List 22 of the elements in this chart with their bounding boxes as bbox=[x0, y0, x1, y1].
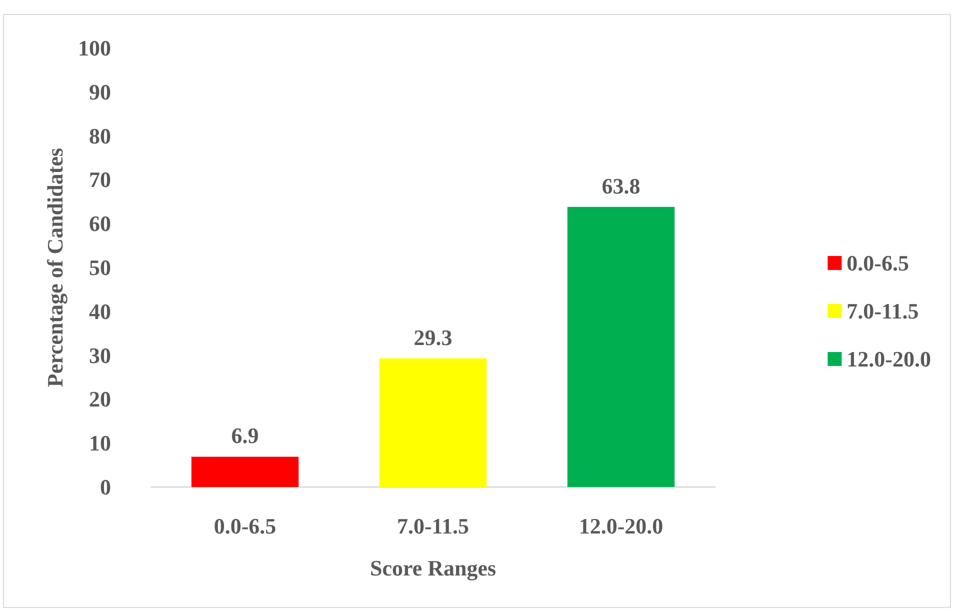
y-tick-label: 80 bbox=[89, 123, 111, 148]
x-tick-label: 12.0-20.0 bbox=[578, 514, 664, 538]
y-tick-label: 40 bbox=[89, 298, 111, 324]
legend-label: 0.0-6.5 bbox=[846, 250, 909, 276]
data-label: 63.8 bbox=[602, 173, 640, 198]
y-tick-label: 50 bbox=[89, 255, 111, 280]
y-tick-label: 100 bbox=[78, 36, 111, 60]
data-label: 6.9 bbox=[231, 423, 259, 448]
y-tick-label: 30 bbox=[89, 342, 111, 368]
y-tick-label: 0 bbox=[100, 474, 111, 500]
x-tick-label: 7.0-11.5 bbox=[396, 514, 470, 538]
legend-label: 7.0-11.5 bbox=[846, 298, 919, 324]
data-label: 29.3 bbox=[414, 324, 452, 350]
y-tick-label: 20 bbox=[89, 386, 111, 412]
y-axis-title: Percentage of Candidates bbox=[42, 148, 68, 388]
y-tick-label: 70 bbox=[89, 167, 111, 192]
y-tick-label: 90 bbox=[89, 79, 111, 104]
y-tick-label: 10 bbox=[89, 430, 111, 456]
y-tick-label: 60 bbox=[89, 211, 111, 236]
legend-label: 12.0-20.0 bbox=[846, 346, 931, 372]
x-axis-title: Score Ranges bbox=[370, 556, 496, 580]
x-tick-label: 0.0-6.5 bbox=[214, 514, 276, 538]
